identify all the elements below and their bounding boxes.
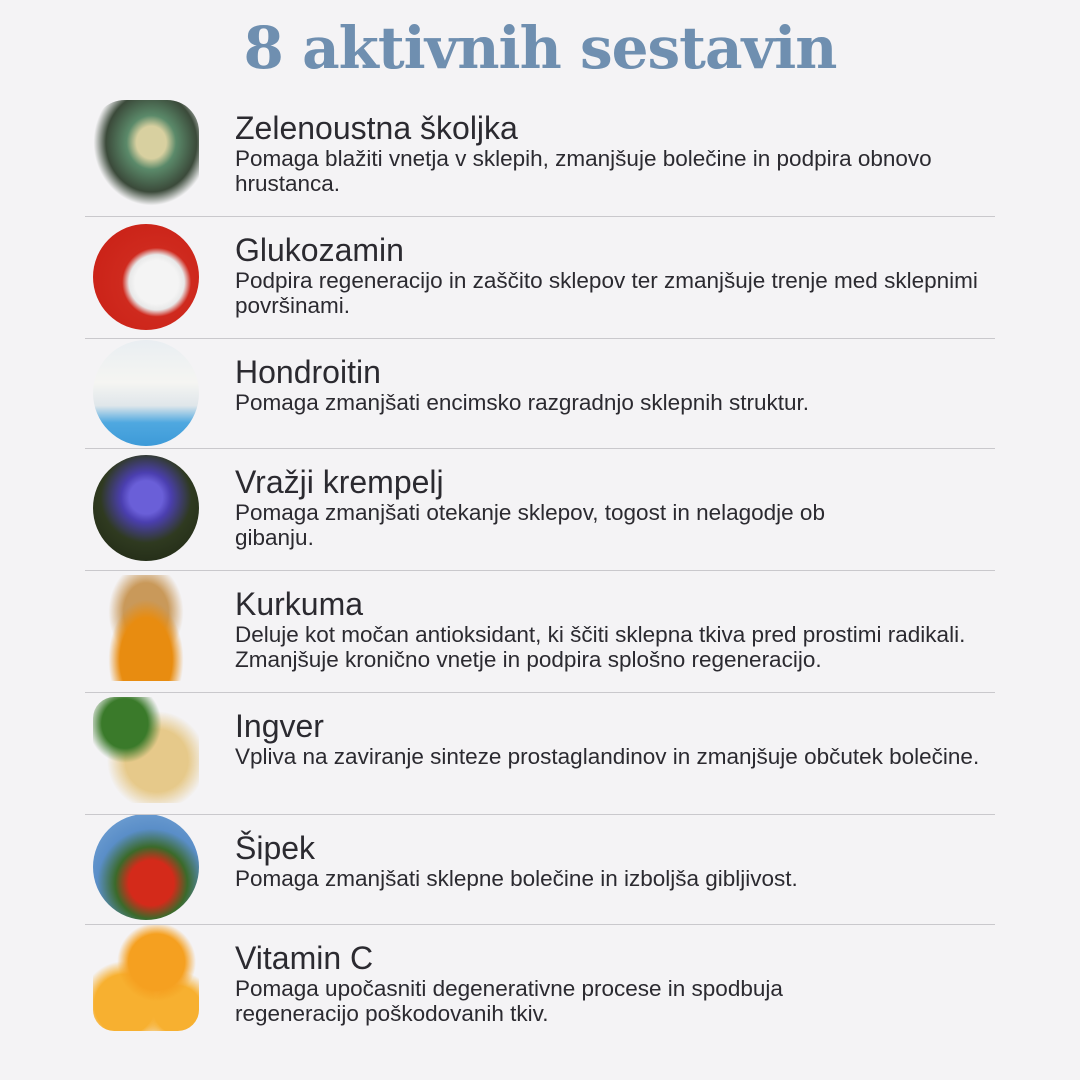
divider xyxy=(85,570,995,571)
ingredient-description: Pomaga zmanjšati sklepne bolečine in izb… xyxy=(235,866,798,891)
ingredient-name: Šipek xyxy=(235,830,316,866)
ingredient-name: Vražji krempelj xyxy=(235,464,444,500)
turmeric-image xyxy=(93,575,199,681)
ingredient-description: Pomaga zmanjšati otekanje sklepov, togos… xyxy=(235,500,825,550)
divider xyxy=(85,814,995,815)
ingredient-name: Hondroitin xyxy=(235,354,381,390)
ingredient-description: Podpira regeneracijo in zaščito sklepov … xyxy=(235,268,978,318)
divider xyxy=(85,448,995,449)
divider xyxy=(85,338,995,339)
devils-claw-flower-image xyxy=(93,455,199,561)
ingredient-description: Vpliva na zaviranje sinteze prostaglandi… xyxy=(235,744,980,769)
ginger-image xyxy=(93,697,199,803)
ingredient-name: Glukozamin xyxy=(235,232,404,268)
divider xyxy=(85,216,995,217)
ingredient-name: Vitamin C xyxy=(235,940,374,976)
orange-image xyxy=(93,925,199,1031)
ingredient-name: Zelenoustna školjka xyxy=(235,110,518,146)
ingredient-name: Ingver xyxy=(235,708,324,744)
glucosamine-powder-image xyxy=(93,224,199,330)
rosehip-image xyxy=(93,814,199,920)
chondroitin-capsule-image xyxy=(93,340,199,446)
ingredient-description: Pomaga zmanjšati encimsko razgradnjo skl… xyxy=(235,390,810,415)
ingredient-name: Kurkuma xyxy=(235,586,364,622)
ingredient-description: Deluje kot močan antioksidant, ki ščiti … xyxy=(235,622,966,672)
page-title: 8 aktivnih sestavin xyxy=(243,14,838,82)
green-lipped-mussel-image xyxy=(93,100,199,206)
ingredient-description: Pomaga blažiti vnetja v sklepih, zmanjšu… xyxy=(235,146,932,196)
divider xyxy=(85,692,995,693)
ingredient-description: Pomaga upočasniti degenerativne procese … xyxy=(235,976,783,1026)
divider xyxy=(85,924,995,925)
